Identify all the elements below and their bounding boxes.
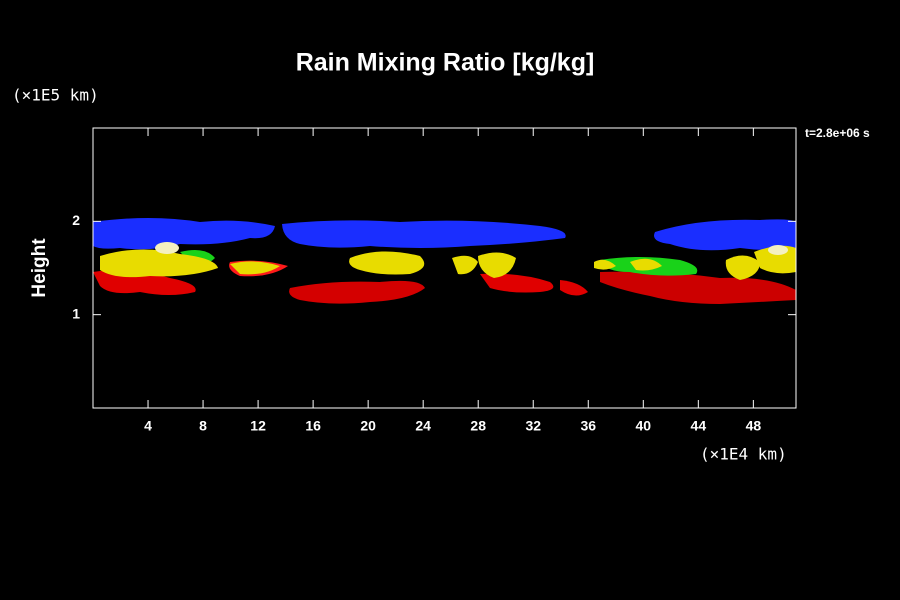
field-blue — [93, 218, 275, 250]
x-tick-label: 4 — [144, 418, 152, 434]
field-red — [480, 273, 554, 293]
field-blue — [282, 220, 566, 248]
x-tick-label: 20 — [360, 418, 376, 434]
y-tick-label: 2 — [72, 212, 80, 228]
x-tick-label: 36 — [580, 418, 596, 434]
x-tick-label: 32 — [525, 418, 541, 434]
x-tick-label: 40 — [636, 418, 652, 434]
field-yellow — [630, 258, 662, 271]
x-tick-label: 12 — [250, 418, 266, 434]
field-yellow — [349, 251, 425, 275]
field-yellow — [725, 255, 760, 280]
y-tick-label: 1 — [72, 305, 80, 321]
x-unit: (×1E4 km) — [700, 445, 787, 464]
y-axis-label: Height — [29, 238, 50, 298]
field-red — [560, 280, 588, 296]
x-tick-label: 28 — [470, 418, 486, 434]
x-tick-label: 8 — [199, 418, 207, 434]
field-red — [600, 271, 796, 304]
field-yellow — [452, 255, 478, 275]
field-yellow — [478, 252, 516, 278]
x-tick-label: 24 — [415, 418, 431, 434]
field-white — [768, 245, 788, 255]
x-tick-label: 44 — [691, 418, 707, 434]
time-label: t=2.8e+06 s — [805, 126, 870, 140]
field-yellow — [594, 259, 616, 270]
rain-field — [93, 218, 796, 304]
field-white — [155, 242, 179, 254]
chart-title: Rain Mixing Ratio [kg/kg] — [296, 49, 595, 77]
field-blue — [654, 219, 796, 251]
field-yellow — [230, 261, 280, 275]
field-red — [289, 280, 425, 304]
y-unit: (×1E5 km) — [12, 86, 99, 105]
field-yellow — [100, 249, 218, 278]
x-tick-label: 48 — [746, 418, 762, 434]
x-tick-label: 16 — [305, 418, 321, 434]
plot-frame — [92, 127, 797, 409]
